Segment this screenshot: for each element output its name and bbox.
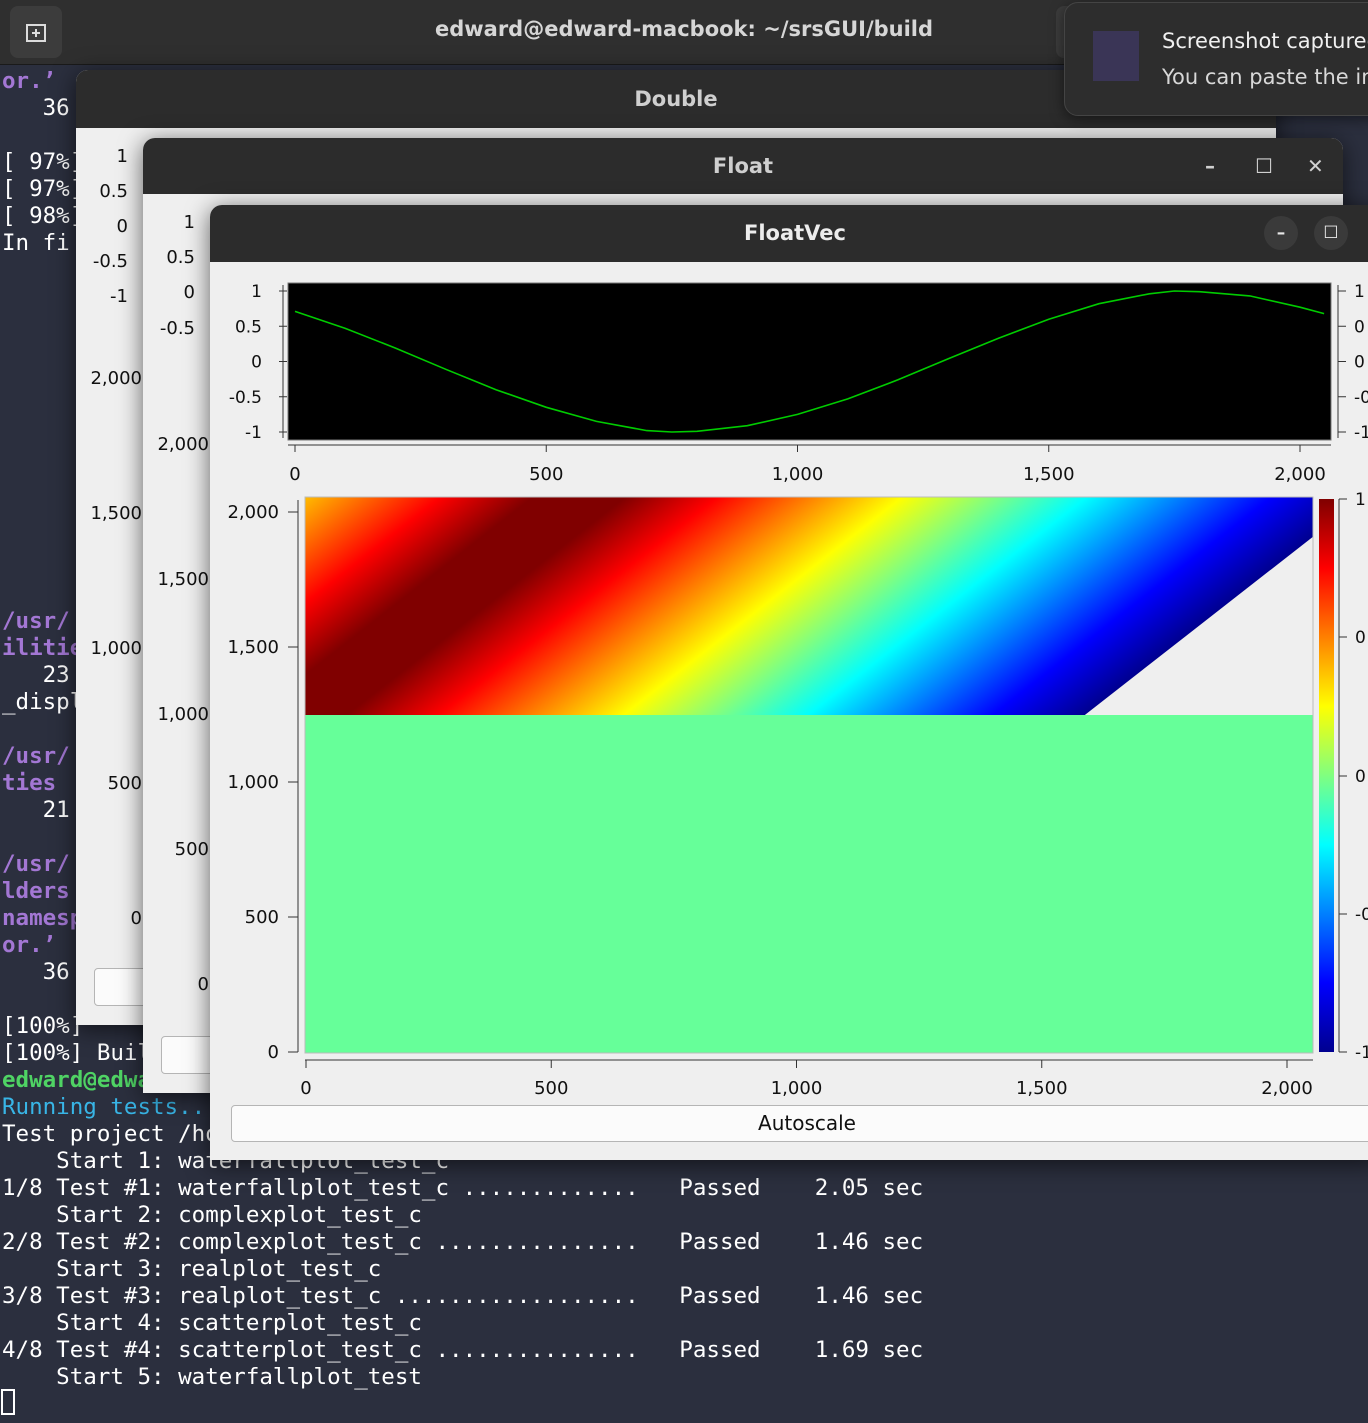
terminal-line: edward@edwa — [2, 1067, 152, 1093]
terminal-line: _displ — [2, 689, 84, 715]
terminal-line: 3/8 Test #3: realplot_test_c ...........… — [2, 1283, 924, 1309]
minimize-button[interactable]: – — [1205, 154, 1215, 178]
new-tab-button[interactable] — [10, 6, 62, 58]
terminal-line: lders — [2, 878, 70, 904]
terminal-line: Start 3: realplot_test_c — [2, 1256, 382, 1282]
y-tick: 500 — [174, 839, 209, 860]
terminal-line: Start 2: complexplot_test_c — [2, 1202, 422, 1228]
terminal-line: 2/8 Test #2: complexplot_test_c ........… — [2, 1229, 924, 1255]
window-floatvec[interactable]: FloatVec – ☐ — [210, 205, 1368, 1160]
window-title-text: Double — [634, 87, 718, 111]
y-tick: -1 — [110, 286, 128, 307]
maximize-button[interactable]: ☐ — [1255, 154, 1273, 178]
terminal-line: [ 97%] — [2, 149, 84, 175]
terminal-title: edward@edward-macbook: ~/srsGUI/build — [434, 17, 934, 41]
autoscale-button[interactable]: Autoscale — [231, 1105, 1368, 1142]
y-tick: 1 — [183, 212, 195, 233]
terminal-line: 1/8 Test #1: waterfallplot_test_c ......… — [2, 1175, 924, 1201]
terminal-line: [ 98%] — [2, 203, 84, 229]
terminal-line: or.’ — [2, 932, 57, 958]
terminal-line: 4/8 Test #4: scatterplot_test_c ........… — [2, 1337, 924, 1363]
terminal-cursor — [1, 1389, 15, 1415]
y-tick: 2,000 — [90, 368, 142, 389]
window-title-text: Float — [712, 154, 774, 178]
new-tab-icon — [26, 24, 46, 42]
y-tick: 500 — [107, 773, 142, 794]
terminal-line: Start 5: waterfallplot_test — [2, 1364, 422, 1390]
close-button[interactable]: ✕ — [1307, 154, 1324, 178]
terminal-line: [100%] — [2, 1013, 84, 1039]
terminal-line: Running tests.. — [2, 1094, 206, 1120]
terminal-line: ties — [2, 770, 70, 796]
y-tick: 1,000 — [157, 704, 209, 725]
window-title-float[interactable]: Float – ☐ ✕ — [143, 138, 1343, 194]
window-body-floatvec — [210, 262, 1368, 1160]
y-tick: 0 — [130, 908, 142, 929]
terminal-line: /usr/ — [2, 608, 70, 634]
terminal-line: ilitie — [2, 635, 84, 661]
y-tick: 0.5 — [166, 247, 195, 268]
terminal-line: Test project /ho — [2, 1121, 219, 1147]
terminal-line: namesp — [2, 905, 84, 931]
window-title-text: FloatVec — [744, 221, 846, 245]
minimize-button[interactable]: – — [1264, 216, 1298, 250]
y-tick: 1 — [116, 146, 128, 167]
terminal-line: 21 — [2, 797, 70, 823]
y-tick: 1,000 — [90, 638, 142, 659]
screenshot-thumbnail — [1093, 31, 1139, 81]
y-tick: -0.5 — [92, 251, 128, 272]
terminal-line: [100%] Buil — [2, 1040, 152, 1066]
terminal-line: /usr/ — [2, 743, 70, 769]
notification-body: You can paste the im — [1162, 65, 1368, 89]
y-tick: 0 — [116, 216, 128, 237]
terminal-line: In fi — [2, 230, 70, 256]
terminal-line: /usr/ — [2, 851, 70, 877]
y-tick: -0.5 — [159, 318, 195, 339]
maximize-button[interactable]: ☐ — [1314, 216, 1348, 250]
terminal-line: 36 — [2, 959, 70, 985]
y-tick: 0 — [183, 282, 195, 303]
y-tick: 1,500 — [90, 503, 142, 524]
y-tick: 1,500 — [157, 569, 209, 590]
screenshot-notification[interactable]: Screenshot captured You can paste the im — [1064, 2, 1368, 116]
terminal-line: 36 — [2, 95, 70, 121]
autoscale-label: Autoscale — [758, 1111, 856, 1135]
y-tick: 0 — [197, 974, 209, 995]
y-tick: 2,000 — [157, 434, 209, 455]
terminal-line: or.’ — [2, 68, 57, 94]
notification-title: Screenshot captured — [1162, 29, 1368, 53]
window-title-floatvec[interactable]: FloatVec – ☐ — [210, 205, 1368, 262]
terminal-line: 23 — [2, 662, 70, 688]
terminal-line: [ 97%] — [2, 176, 84, 202]
y-tick: 0.5 — [99, 181, 128, 202]
terminal-line: Start 4: scatterplot_test_c — [2, 1310, 422, 1336]
